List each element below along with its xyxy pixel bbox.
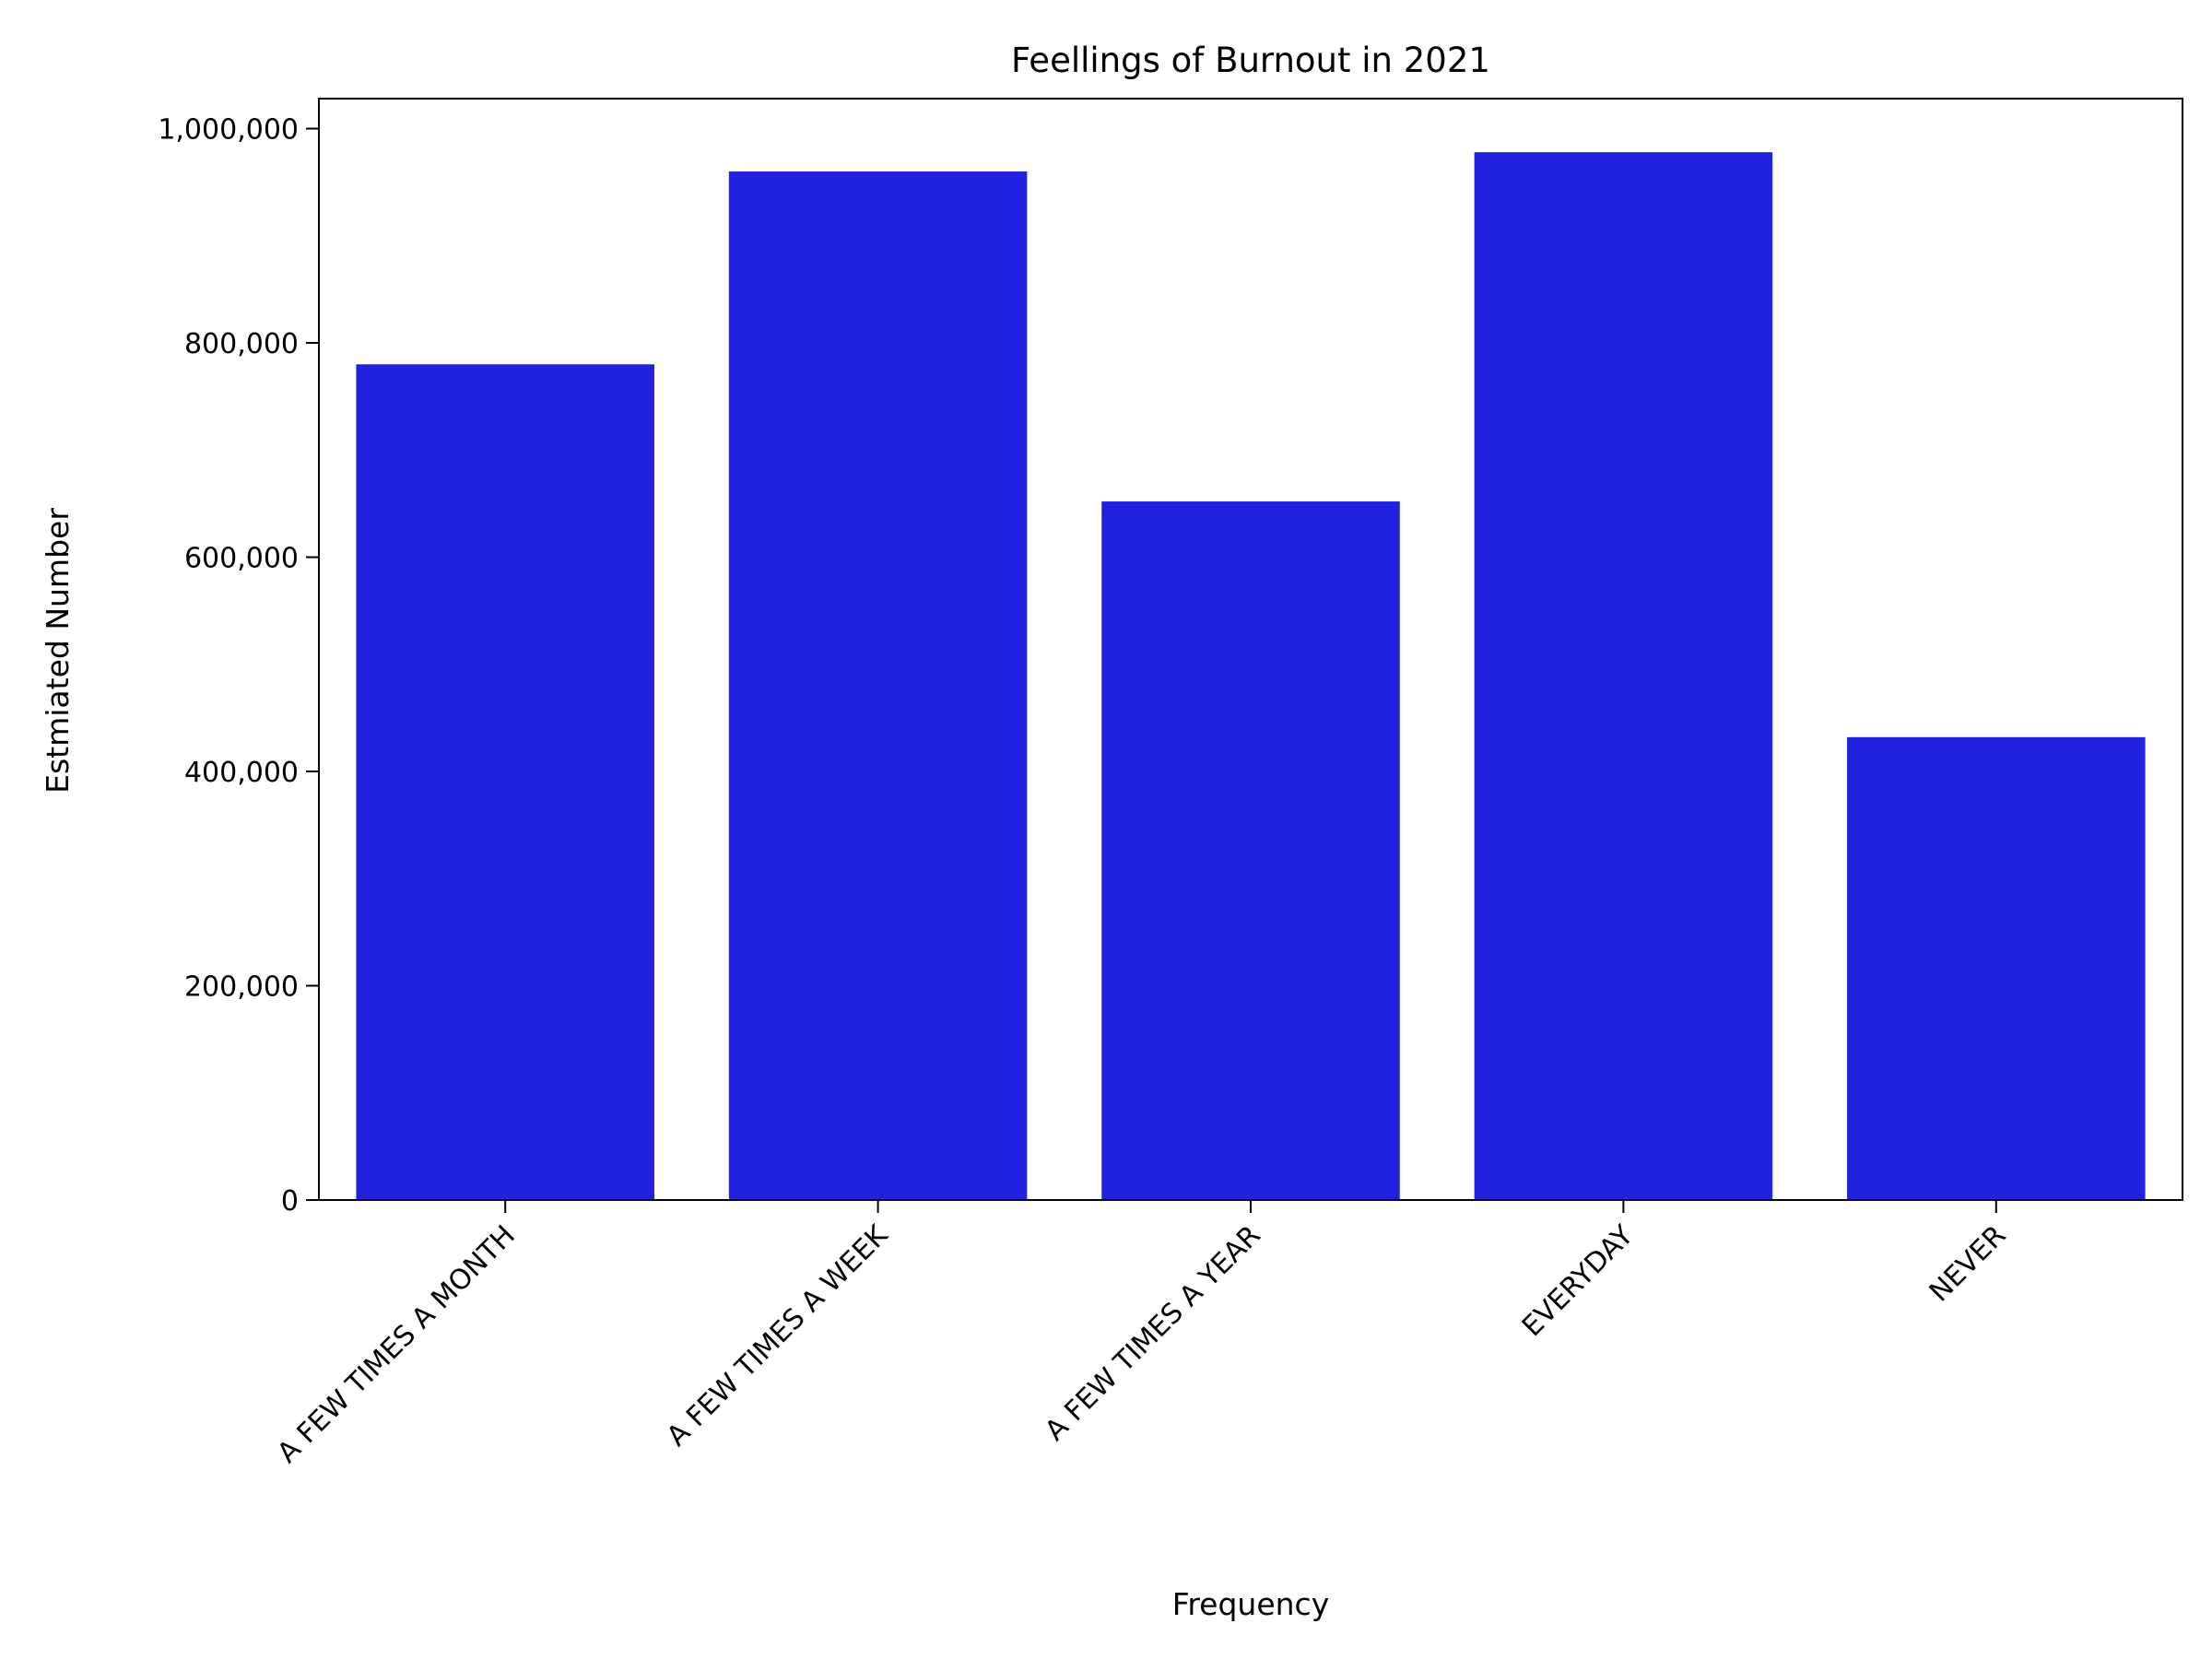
- bar-1: [356, 364, 654, 1200]
- y-axis-label: Estmiated Number: [40, 508, 76, 794]
- y-tick-label: 1,000,000: [158, 114, 299, 147]
- bar-4: [1474, 152, 1773, 1201]
- x-tick-label: A FEW TIMES A MONTH: [271, 1219, 521, 1469]
- x-tick-label: A FEW TIMES A YEAR: [1039, 1219, 1266, 1447]
- x-tick-label: EVERYDAY: [1516, 1218, 1641, 1343]
- y-tick-label: 0: [281, 1185, 299, 1218]
- bars-group: [356, 152, 2146, 1201]
- x-axis-label: Frequency: [1172, 1586, 1329, 1622]
- bar-3: [1101, 501, 1400, 1200]
- bar-5: [1847, 736, 2146, 1200]
- y-tick-label: 400,000: [184, 757, 299, 789]
- bar-2: [728, 171, 1028, 1201]
- y-tick-label: 600,000: [184, 543, 299, 575]
- x-axis-ticks: A FEW TIMES A MONTH A FEW TIMES A WEEK A F…: [271, 1200, 2012, 1469]
- y-tick-label: 200,000: [184, 971, 299, 1004]
- y-tick-label: 800,000: [184, 328, 299, 360]
- x-tick-label: A FEW TIMES A WEEK: [661, 1218, 895, 1453]
- x-tick-label: NEVER: [1924, 1219, 2013, 1309]
- chart-title: Feellings of Burnout in 2021: [1011, 41, 1490, 80]
- plot-area-frame: [318, 98, 2183, 1201]
- y-axis-ticks: 0 200,000 400,000 600,000 800,000 1,000,000: [158, 114, 319, 1218]
